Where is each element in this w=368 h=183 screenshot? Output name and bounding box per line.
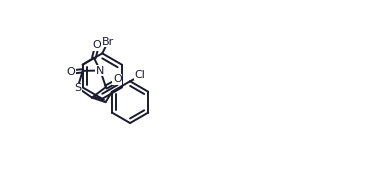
Text: N: N	[96, 66, 105, 76]
Text: Br: Br	[102, 37, 114, 46]
Text: O: O	[113, 74, 122, 84]
Text: O: O	[67, 67, 75, 77]
Text: Cl: Cl	[135, 70, 146, 80]
Text: O: O	[92, 40, 101, 50]
Text: S: S	[74, 83, 81, 94]
